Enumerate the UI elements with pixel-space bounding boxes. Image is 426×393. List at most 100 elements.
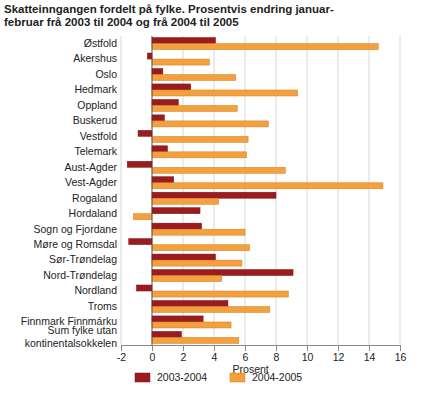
x-tick-label: 16: [395, 351, 407, 363]
plot: -2 0 2 4 6 8 10 12 14 16 Østfold Akershus Oslo Hedmar…: [21, 36, 407, 363]
x-tick-label: -2: [117, 351, 126, 363]
x-tick-label: 4: [212, 351, 218, 363]
bar: [152, 68, 163, 74]
bar: [152, 229, 245, 235]
legend-label: 2003-2004: [157, 371, 207, 383]
x-tick: 2: [181, 345, 187, 363]
y-tick: Østfold: [84, 37, 121, 49]
bar: [152, 198, 219, 204]
y-tick-label: Sør-Trøndelag: [49, 253, 117, 265]
bar: [152, 152, 247, 158]
title-line: februar frå 2003 til 2004 og frå 2004 ti…: [4, 16, 239, 28]
y-tick: Sør-Trøndelag: [49, 253, 121, 265]
x-tick: 12: [333, 345, 345, 363]
x-tick-mark: [245, 345, 246, 351]
bar: [152, 300, 228, 306]
grid-line: [152, 36, 153, 345]
legend-swatch: [230, 373, 245, 382]
series: [133, 44, 383, 344]
y-tick: Oppland: [77, 99, 121, 111]
x-tick-mark: [369, 345, 370, 351]
x-tick-mark: [214, 345, 215, 351]
y-tick-label: Oppland: [77, 99, 117, 111]
bars: [127, 38, 383, 344]
bar: [152, 223, 202, 229]
y-tick-label: Nord-Trøndelag: [43, 269, 117, 281]
bar: [152, 245, 250, 251]
bar: [152, 121, 268, 127]
x-tick-mark: [276, 345, 277, 351]
x-tick-label: 0: [150, 351, 156, 363]
legend-label: 2004-2005: [252, 371, 302, 383]
bar: [152, 291, 288, 297]
legend: 2003-2004 2004-2005: [135, 371, 302, 383]
bar: [129, 239, 152, 245]
y-tick-label: Rogaland: [72, 192, 117, 204]
y-tick: Nordland: [74, 284, 121, 296]
y-tick-label: Troms: [88, 300, 117, 312]
bar: [138, 130, 152, 136]
y-tick-label: Buskerud: [73, 114, 118, 126]
y-tick-label: Sogn og Fjordane: [34, 223, 118, 235]
x-tick-mark: [183, 345, 184, 351]
legend-swatch: [135, 373, 150, 382]
y-tick: Hedmark: [74, 83, 121, 95]
x-tick: 4: [212, 345, 218, 363]
bar: [152, 167, 285, 173]
y-tick: Møre og Romsdal: [34, 238, 121, 250]
y-tick: Buskerud: [73, 114, 121, 126]
y-tick-label-line: Sum fylke utan: [48, 324, 118, 336]
zero-line: [152, 36, 153, 345]
bar: [152, 38, 216, 44]
bar: [133, 214, 152, 220]
bar: [152, 183, 383, 189]
x-tick-label: 14: [364, 351, 376, 363]
title-line: Skatteinngangen fordelt på fylke. Prosen…: [4, 3, 334, 15]
bar: [152, 105, 237, 111]
grid-line: [183, 36, 184, 345]
y-tick-label: Østfold: [84, 37, 117, 49]
y-tick-label: Vest-Agder: [65, 176, 117, 188]
bar: [152, 115, 164, 121]
grid-line: [121, 36, 122, 345]
bar: [152, 75, 236, 81]
y-tick-label: Hedmark: [74, 83, 117, 95]
bar: [152, 208, 200, 214]
x-tick: -2: [117, 345, 126, 363]
x-tick: 8: [274, 345, 280, 363]
x-tick-mark: [400, 345, 401, 351]
x-tick-label: 2: [181, 351, 187, 363]
y-tick: Sogn og Fjordane: [34, 223, 121, 235]
bar: [152, 84, 191, 90]
y-tick-label: Vestfold: [80, 130, 118, 142]
bar: [152, 192, 276, 198]
y-tick-label: Oslo: [95, 68, 117, 80]
y-tick: Akershus: [73, 52, 121, 64]
grid-line: [276, 36, 277, 345]
y-tick: Sum fylke utankontinentalsokkelen: [25, 324, 121, 348]
grid: [121, 36, 400, 345]
x-axis: -2 0 2 4 6 8 10 12 14 16: [117, 345, 407, 363]
bar: [152, 306, 270, 312]
grid-line: [400, 36, 401, 345]
y-tick: Vest-Agder: [65, 176, 121, 188]
chart: Skatteinngangen fordelt på fylke. Prosen…: [0, 0, 426, 393]
grid-line: [245, 36, 246, 345]
y-tick: Vestfold: [80, 130, 121, 142]
x-tick: 14: [364, 345, 376, 363]
bar: [137, 285, 153, 291]
title: Skatteinngangen fordelt på fylke. Prosen…: [4, 3, 334, 28]
bar: [152, 260, 242, 266]
grid-line: [338, 36, 339, 345]
x-tick: 6: [243, 345, 249, 363]
y-tick-label: Aust-Agder: [64, 161, 117, 173]
x-tick-label: 10: [302, 351, 314, 363]
y-tick-label: Sum fylke utankontinentalsokkelen: [25, 324, 117, 348]
y-tick-label: Akershus: [73, 52, 117, 64]
y-tick-label: Telemark: [74, 145, 117, 157]
y-tick: Oslo: [95, 68, 121, 80]
bar: [127, 161, 152, 167]
bar: [152, 90, 298, 96]
bar: [152, 44, 378, 50]
bar: [147, 53, 152, 59]
